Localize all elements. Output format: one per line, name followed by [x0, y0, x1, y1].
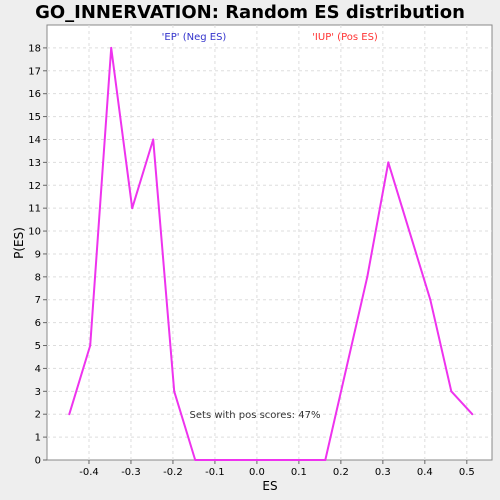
data-point [299, 459, 302, 461]
y-tick-label: 14 [28, 135, 41, 146]
data-point [194, 459, 197, 461]
legend-entry-neg: 'EP' (Neg ES) [162, 32, 227, 43]
y-axis-label: P(ES) [12, 227, 26, 259]
y-tick-label: 8 [35, 272, 41, 283]
y-tick-label: 1 [35, 433, 41, 444]
y-tick-label: 6 [35, 318, 41, 329]
y-tick-label: 12 [28, 181, 41, 192]
data-point [408, 230, 411, 233]
x-tick-label: 0.5 [459, 467, 475, 478]
data-point [471, 413, 474, 416]
data-point [366, 275, 369, 278]
data-point [324, 459, 327, 461]
data-point [68, 413, 71, 416]
legend-entry-pos: 'IUP' (Pos ES) [312, 32, 378, 43]
x-tick-label: -0.3 [121, 467, 141, 478]
x-tick-label: 0.4 [417, 467, 433, 478]
data-point [345, 367, 348, 370]
y-tick-label: 17 [28, 66, 41, 77]
y-tick-label: 10 [28, 227, 41, 238]
data-point [257, 459, 260, 461]
x-tick-label: -0.4 [79, 467, 99, 478]
x-tick-label: 0.0 [249, 467, 265, 478]
annotation: Sets with pos scores: 47% [190, 410, 321, 421]
x-tick-label: 0.3 [375, 467, 391, 478]
data-point [131, 207, 134, 210]
data-point [110, 46, 113, 49]
data-point [236, 459, 239, 461]
x-tick-label: -0.1 [205, 467, 225, 478]
data-point [429, 298, 432, 301]
y-tick-label: 4 [35, 364, 41, 375]
data-point [450, 390, 453, 393]
data-point [387, 161, 390, 164]
chart-title: GO_INNERVATION: Random ES distribution [35, 2, 465, 23]
x-tick-label: 0.1 [291, 467, 307, 478]
series-line [68, 46, 474, 461]
data-point [173, 390, 176, 393]
data-point [215, 459, 218, 461]
y-tick-label: 0 [35, 456, 41, 467]
data-point [278, 459, 281, 461]
data-point [89, 344, 92, 347]
y-tick-label: 2 [35, 410, 41, 421]
y-tick-label: 11 [28, 204, 41, 215]
y-tick-label: 13 [28, 158, 41, 169]
y-tick-label: 5 [35, 341, 41, 352]
series [68, 46, 474, 461]
x-axis-label: ES [262, 479, 277, 493]
y-tick-label: 18 [28, 43, 41, 54]
y-tick-label: 15 [28, 112, 41, 123]
data-point [152, 138, 155, 141]
y-tick-label: 9 [35, 249, 41, 260]
plot-area [46, 24, 493, 461]
y-tick-label: 7 [35, 295, 41, 306]
y-tick-label: 16 [28, 89, 41, 100]
x-tick-label: 0.2 [333, 467, 349, 478]
x-tick-label: -0.2 [163, 467, 183, 478]
y-tick-label: 3 [35, 387, 41, 398]
